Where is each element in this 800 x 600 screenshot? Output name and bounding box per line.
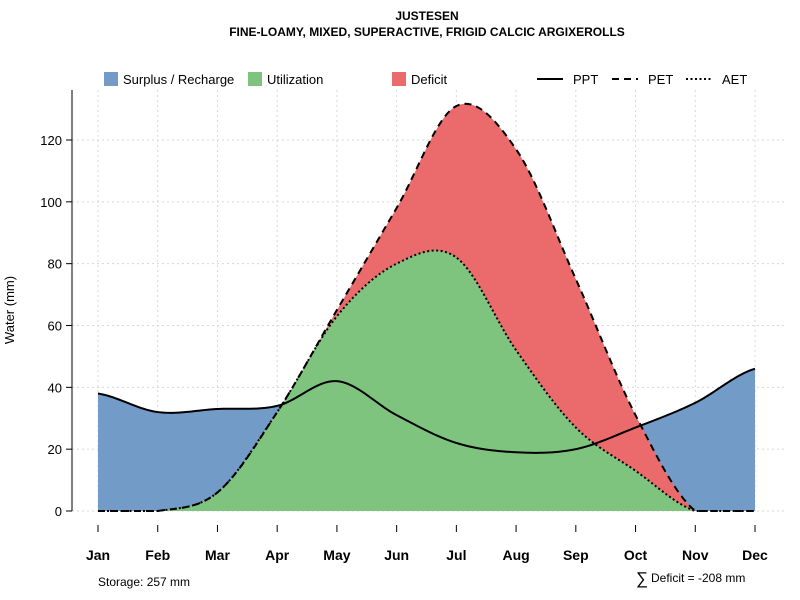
x-tick-label: Sep xyxy=(563,547,589,563)
y-tick-label: 0 xyxy=(55,504,62,519)
line-pet xyxy=(98,102,755,512)
y-tick-label: 80 xyxy=(48,257,62,272)
line-ppt xyxy=(97,367,756,454)
line-aet xyxy=(98,249,755,512)
legend-swatch-deficit xyxy=(392,72,406,86)
x-tick-label: Dec xyxy=(742,547,768,563)
legend-label-surplus: Surplus / Recharge xyxy=(123,72,234,87)
sum-symbol: ∑ xyxy=(636,569,648,588)
legend-swatch-utilization xyxy=(248,72,262,86)
x-tick-label: Aug xyxy=(502,547,529,563)
deficit-annotation: Deficit = -208 mm xyxy=(651,571,745,585)
x-tick-label: Jun xyxy=(384,547,409,563)
legend: Surplus / Recharge Utilization Deficit P… xyxy=(104,72,747,87)
legend-label-aet: AET xyxy=(722,72,747,87)
y-axis-label: Water (mm) xyxy=(2,276,17,344)
chart-subtitle: FINE-LOAMY, MIXED, SUPERACTIVE, FRIGID C… xyxy=(229,25,625,39)
legend-label-pet: PET xyxy=(648,72,673,87)
y-tick-label: 40 xyxy=(48,380,62,395)
legend-label-deficit: Deficit xyxy=(411,72,448,87)
chart-title: JUSTESEN xyxy=(395,9,458,23)
y-tick-label: 120 xyxy=(40,133,62,148)
x-tick-label: Jan xyxy=(86,547,110,563)
axes: 0 20 40 60 80 100 120 Jan Feb Mar Apr May Jun Jul Aug S… xyxy=(40,90,768,563)
legend-label-utilization: Utilization xyxy=(267,72,323,87)
x-tick-label: Feb xyxy=(145,547,170,563)
y-tick-label: 60 xyxy=(48,319,62,334)
storage-annotation: Storage: 257 mm xyxy=(98,575,190,589)
x-tick-label: Apr xyxy=(265,547,290,563)
series-lines xyxy=(97,102,756,512)
areas xyxy=(98,103,755,512)
x-tick-label: Jul xyxy=(446,547,466,563)
x-tick-label: May xyxy=(323,547,350,563)
x-tick-label: Nov xyxy=(682,547,709,563)
x-tick-label: Mar xyxy=(205,547,230,563)
y-tick-label: 20 xyxy=(48,442,62,457)
x-tick-label: Oct xyxy=(624,547,648,563)
y-tick-label: 100 xyxy=(40,195,62,210)
legend-label-ppt: PPT xyxy=(573,72,598,87)
legend-swatch-surplus xyxy=(104,72,118,86)
